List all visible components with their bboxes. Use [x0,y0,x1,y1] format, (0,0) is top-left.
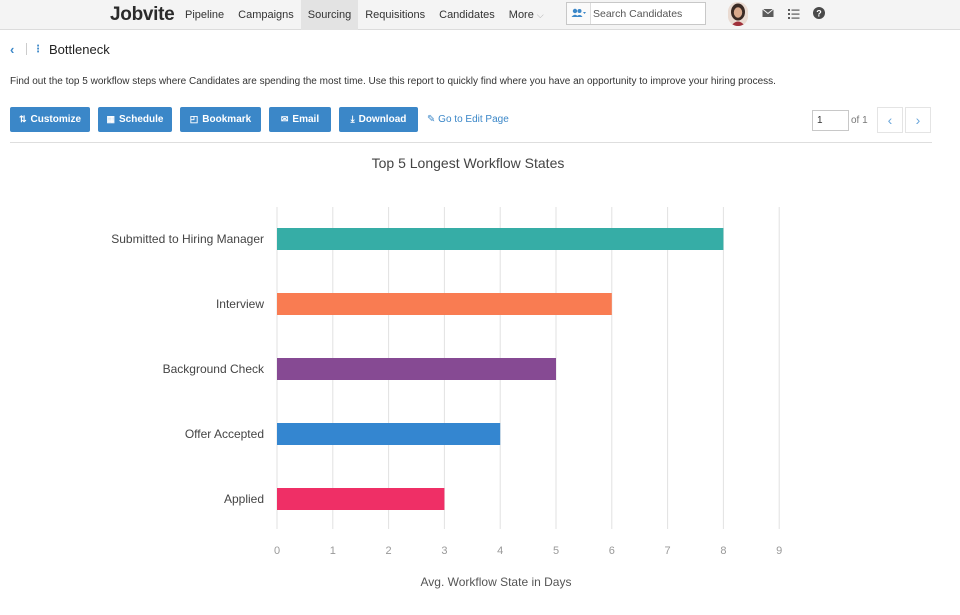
nav-candidates[interactable]: Candidates [439,9,495,21]
category-label-1: Submitted to Hiring Manager [111,232,264,246]
top-nav-bar: Jobvite Pipeline Campaigns Sourcing Requ… [0,0,960,30]
download-label: Download [358,114,407,125]
nav-more[interactable]: More ⌵ [502,0,551,30]
user-photo [728,2,748,26]
workflow-bar-chart: Top 5 Longest Workflow States 0 1 2 3 4 5 6 7 8 9 S… [111,155,782,589]
customize-button[interactable]: ⇅ Customize [10,107,90,132]
bookmark-icon: ◰ [189,114,199,124]
x-tick-3: 3 [441,545,447,557]
candidate-search [566,2,706,25]
search-type-dropdown[interactable] [567,3,591,24]
header-divider [26,43,27,55]
search-input[interactable] [593,5,703,22]
bookmark-label: Bookmark [202,114,252,125]
chevron-down-icon: ⌵ [536,10,544,20]
mail-icon[interactable] [762,8,774,18]
x-tick-6: 6 [609,545,615,557]
page-count-label: of 1 [851,115,868,126]
nav-requisitions[interactable]: Requisitions [365,9,426,21]
x-tick-9: 9 [776,545,782,557]
x-tick-5: 5 [553,545,559,557]
bar-3 [277,358,556,380]
nav-campaigns[interactable]: Campaigns [238,9,294,21]
bar-5 [277,488,445,510]
page-title: Bottleneck [49,41,110,57]
edit-page-label: Go to Edit Page [438,114,509,125]
schedule-button[interactable]: ▦ Schedule [98,107,172,132]
chart-title: Top 5 Longest Workflow States [372,155,565,171]
email-label: Email [292,114,320,125]
category-label-2: Interview [216,297,264,311]
category-label-5: Applied [224,492,264,506]
avatar[interactable] [728,2,748,26]
help-icon[interactable]: ? [813,7,825,19]
back-chevron-icon[interactable]: ‹ [10,41,15,57]
bar-4 [277,423,501,445]
customize-label: Customize [30,114,82,125]
x-tick-0: 0 [274,545,280,557]
x-tick-1: 1 [330,545,336,557]
nav-pipeline[interactable]: Pipeline [185,9,225,21]
x-tick-8: 8 [720,545,726,557]
download-button[interactable]: ⤓ Download [339,107,418,132]
calendar-icon: ▦ [106,114,116,124]
email-button[interactable]: ✉ Email [269,107,331,132]
schedule-label: Schedule [119,114,164,125]
list-icon[interactable] [788,8,800,19]
x-tick-4: 4 [497,545,503,557]
jobvite-logo[interactable]: Jobvite [110,4,175,25]
nav-more-label: More [508,9,534,21]
toolbar-divider [10,142,932,143]
x-tick-2: 2 [386,545,392,557]
report-header: ‹ ⋮ Bottleneck [10,40,110,58]
bookmark-button[interactable]: ◰ Bookmark [180,107,261,132]
page-number-input[interactable] [812,110,849,131]
x-axis-label: Avg. Workflow State in Days [421,575,572,589]
x-tick-7: 7 [665,545,671,557]
bar-1 [277,228,724,250]
svg-text:?: ? [816,9,822,19]
main-nav: Pipeline Campaigns Sourcing Requisitions… [178,0,551,30]
envelope-icon: ✉ [280,114,289,124]
report-toolbar: ⇅ Customize ▦ Schedule ◰ Bookmark ✉ Email ⤓ D… [10,107,426,132]
previous-page-button[interactable]: ‹ [877,107,903,133]
sliders-icon: ⇅ [18,114,27,124]
download-icon: ⤓ [350,114,355,124]
chevron-left-icon: ‹ [887,112,893,128]
nav-sourcing[interactable]: Sourcing [300,0,359,30]
bar-2 [277,293,612,315]
chevron-right-icon: › [915,112,921,128]
report-description: Find out the top 5 workflow steps where … [10,76,776,87]
users-icon [571,8,586,17]
category-label-4: Offer Accepted [185,427,264,441]
category-label-3: Background Check [163,362,265,376]
edit-page-link[interactable]: ✎ Go to Edit Page [427,114,509,125]
next-page-button[interactable]: › [905,107,931,133]
pencil-icon: ✎ [427,114,436,125]
info-icon[interactable]: ⋮ [33,43,43,55]
